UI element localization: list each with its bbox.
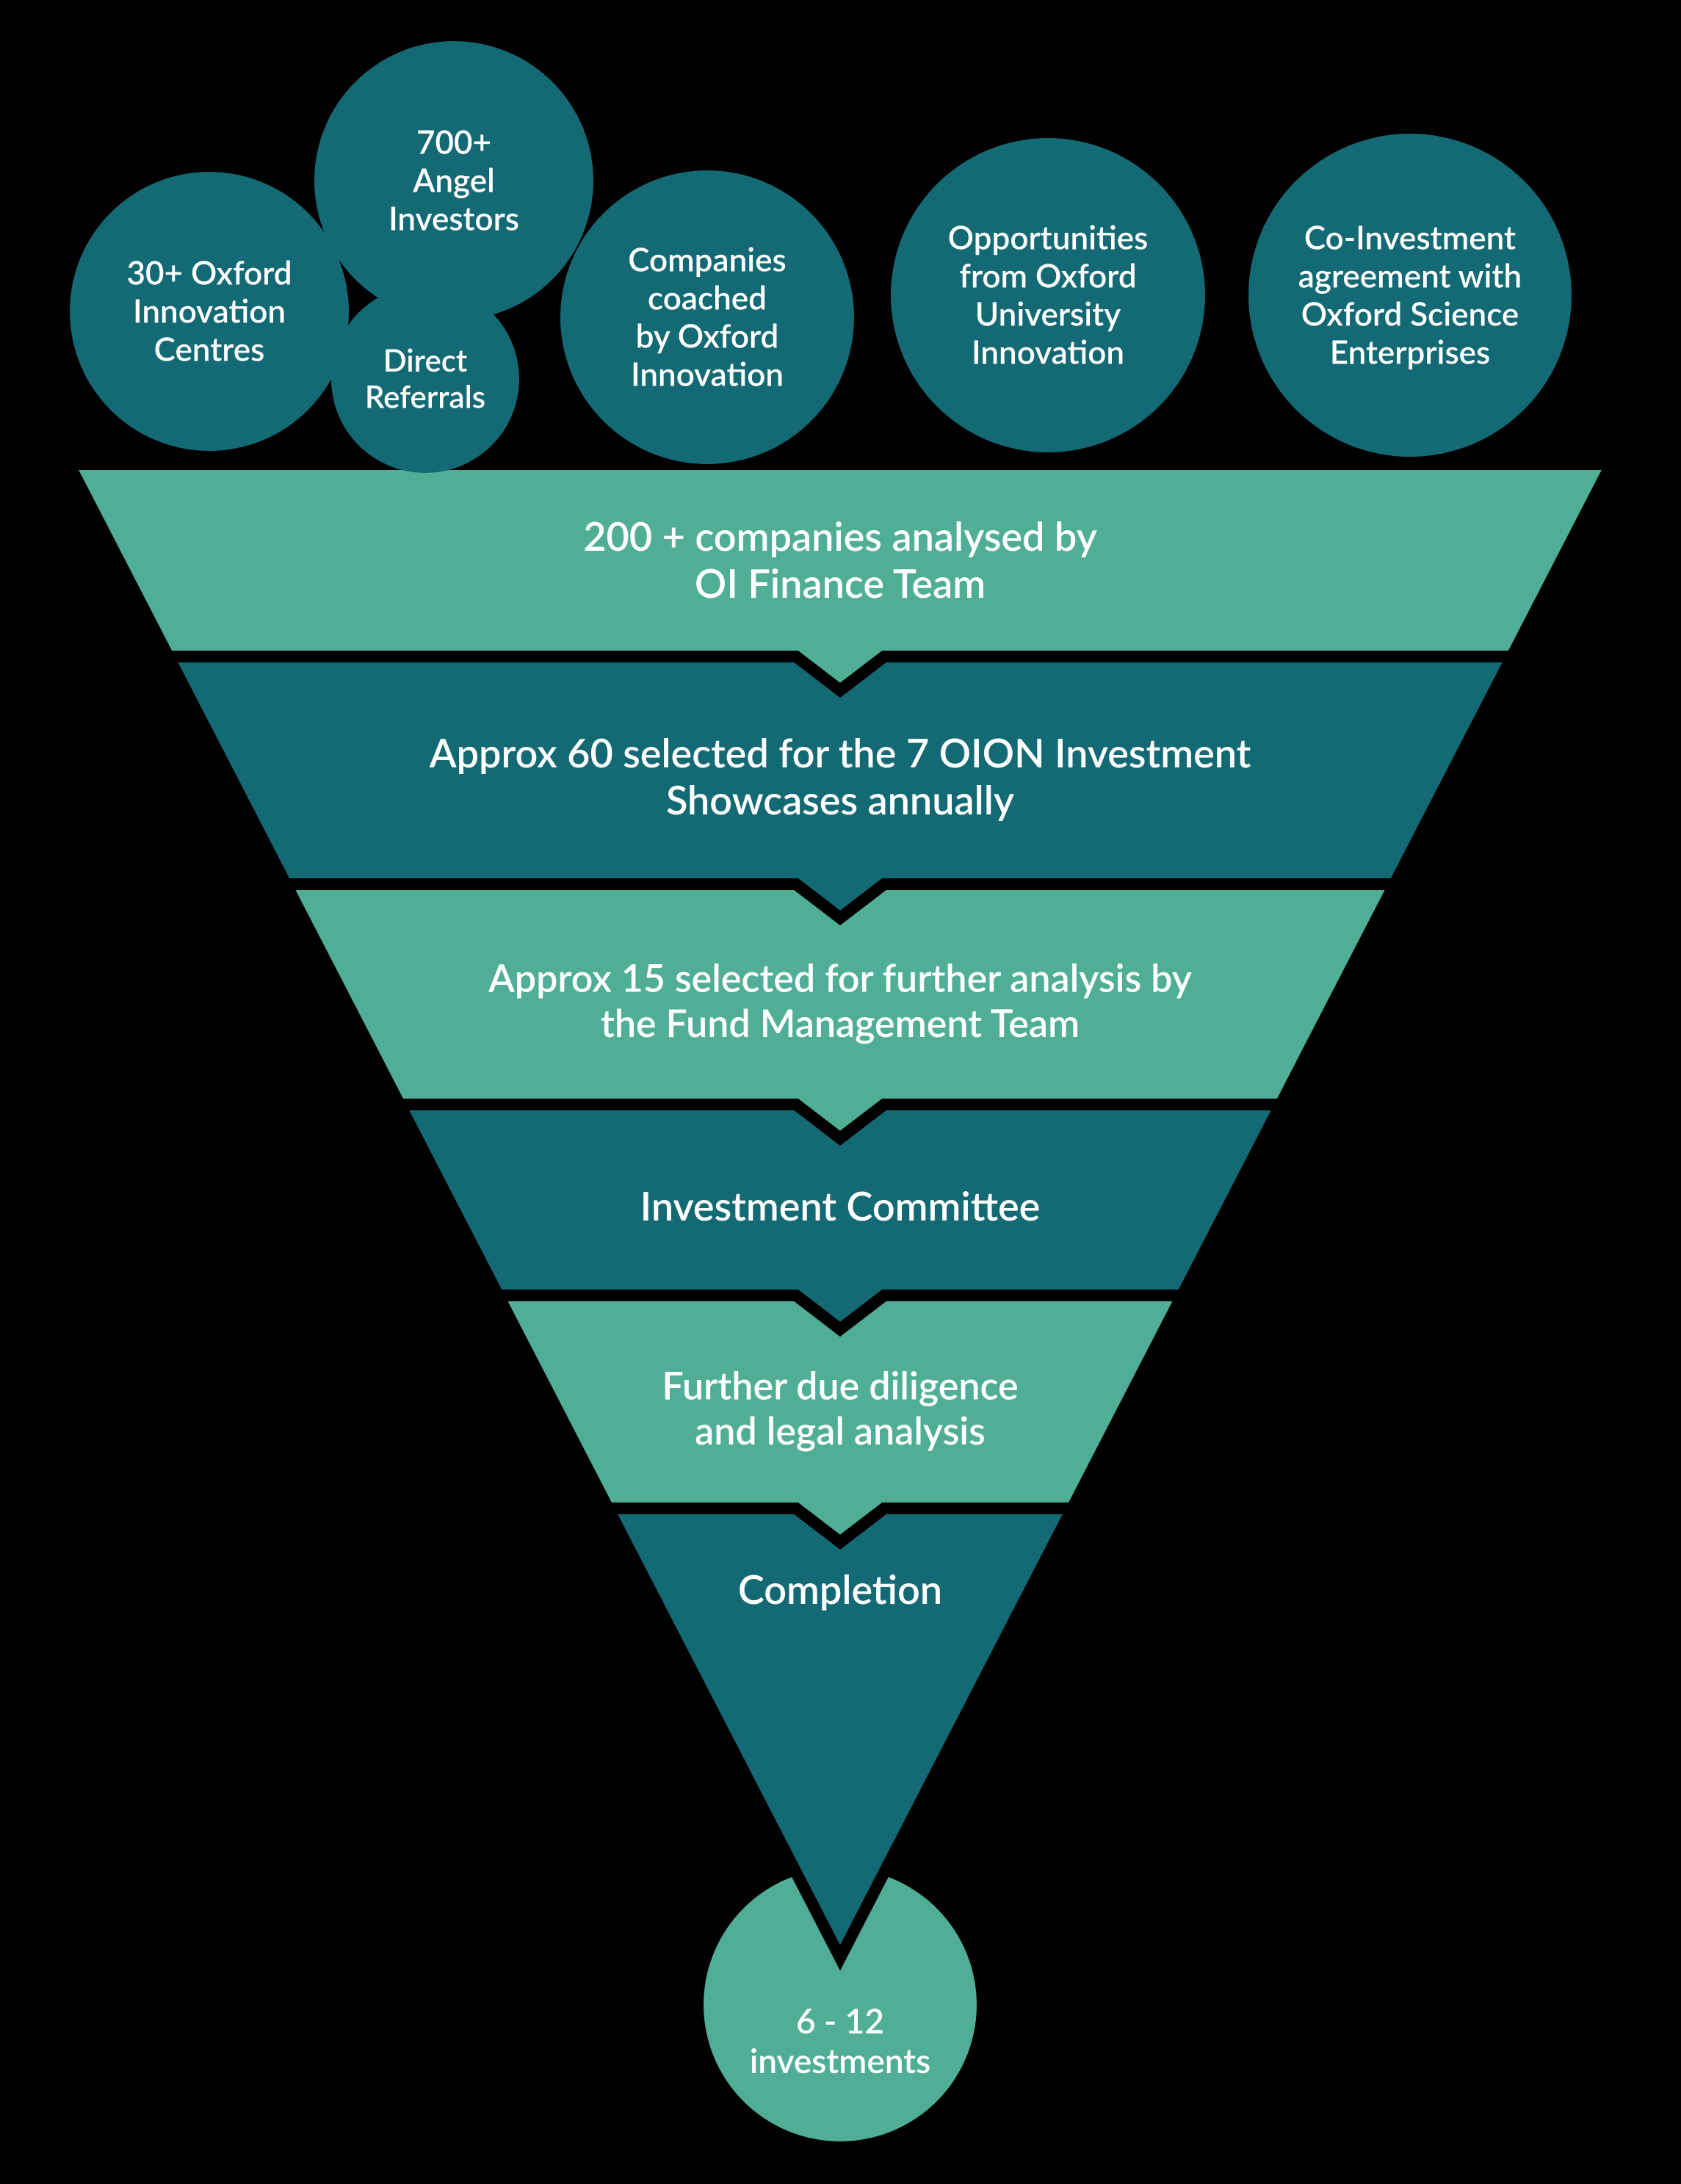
top-circle-label-line: from Oxford [959,256,1136,294]
bottom-circle-label-line: investments [750,2040,930,2080]
bottom-circle-label-line: 6 - 12 [796,2000,884,2041]
funnel-stage-label-line: and legal analysis [695,1408,986,1453]
funnel-stage-label-line: the Fund Management Team [601,1000,1080,1046]
top-circle-label-line: Enterprises [1330,333,1490,371]
top-circle-label-line: by Oxford [636,317,779,355]
funnel-stage-label-line: Further due diligence [662,1363,1018,1409]
funnel-stage-label-line: Showcases annually [666,775,1014,823]
funnel-stage-label-line: Approx 15 selected for further analysis … [488,955,1192,1001]
top-circle-label-line: University [975,294,1121,333]
top-circle-label-line: Referrals [365,377,485,414]
top-circle-c5: Opportunitiesfrom OxfordUniversityInnova… [891,138,1205,452]
top-circle-c6: Co-Investmentagreement withOxford Scienc… [1248,134,1572,457]
top-circle-label-line: Companies [628,241,787,279]
top-circle-label-line: Innovation [631,355,784,393]
funnel-stage-label-line: Approx 60 selected for the 7 OION Invest… [429,728,1251,776]
top-circle-label-line: 30+ Oxford [126,253,292,292]
funnel-stage-label-line: Completion [738,1565,942,1613]
funnel-stage-label-line: Investment Committee [640,1182,1041,1229]
top-circle-label-line: Investors [388,199,519,237]
top-circle-c4: Companiescoachedby OxfordInnovation [560,170,854,464]
funnel-stage-s6: Completion [608,1508,1072,1958]
top-circle-label-line: Angel [412,161,495,199]
top-circle-label-line: Innovation [972,333,1124,371]
top-circle-label-line: 700+ [416,123,491,161]
top-circle-label-line: agreement with [1298,256,1522,294]
top-circle-label-line: Direct [383,341,468,378]
funnel-stage-label-line: 200 + companies analysed by [583,512,1097,560]
infographic-stage: 6 - 12investments 200 + companies analyse… [0,0,1681,2184]
top-circle-label-line: coached [648,278,767,317]
funnel-svg: 6 - 12investments 200 + companies analyse… [0,0,1681,2184]
top-circle-c3: DirectReferrals [331,285,519,473]
top-circle-label-line: Innovation [133,292,286,330]
top-circle-c2: 700+AngelInvestors [314,41,593,320]
top-circle-label-line: Oxford Science [1301,294,1519,333]
top-circle-label-line: Opportunities [948,219,1149,257]
top-circle-label-line: Centres [154,330,265,368]
funnel-stage-label-line: OI Finance Team [695,559,986,607]
top-circle-c1: 30+ OxfordInnovationCentres [70,172,349,451]
top-circle-label-line: Co-Investment [1304,219,1516,257]
